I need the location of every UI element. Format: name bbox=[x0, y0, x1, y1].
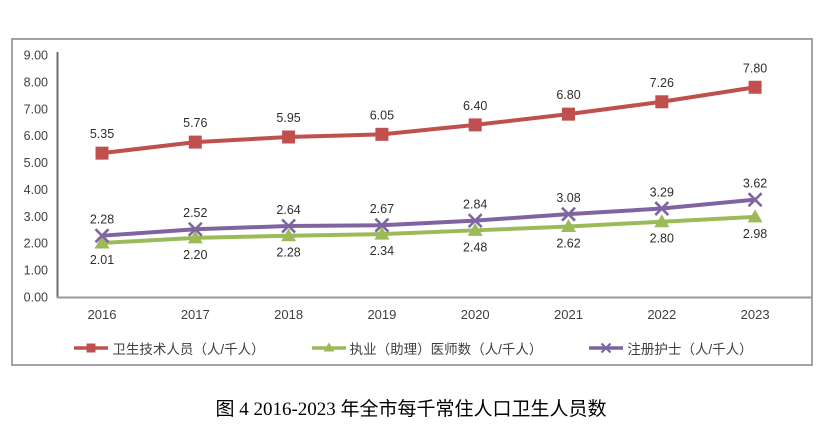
data-label: 5.35 bbox=[90, 127, 114, 141]
series-2: 2.28 2.52 2.64 2.67 2.84 3.08 3.29 3.62 bbox=[90, 177, 767, 244]
x-tick-label: 2020 bbox=[461, 307, 490, 322]
data-label: 2.62 bbox=[556, 237, 580, 251]
y-tick-label: 0.00 bbox=[24, 291, 48, 305]
triangle-series-marker-icon bbox=[311, 342, 346, 352]
x-tick-label: 2022 bbox=[647, 307, 676, 322]
data-label: 2.28 bbox=[90, 213, 114, 227]
data-label: 2.48 bbox=[463, 240, 487, 254]
x-tick-label: 2016 bbox=[88, 307, 117, 322]
data-label: 5.95 bbox=[276, 111, 300, 125]
data-label: 7.26 bbox=[650, 76, 674, 90]
y-tick-label: 3.00 bbox=[24, 210, 48, 224]
data-label: 2.80 bbox=[650, 232, 674, 246]
x-tick-label: 2021 bbox=[554, 307, 583, 322]
legend-label: 执业（助理）医师数（人/千人） bbox=[349, 342, 543, 357]
y-tick-label: 7.00 bbox=[24, 102, 48, 116]
series-1: 2.01 2.20 2.28 2.34 2.48 2.62 2.80 2.98 bbox=[90, 209, 767, 267]
data-label: 2.67 bbox=[370, 202, 394, 216]
x-tick-label: 2019 bbox=[367, 307, 396, 322]
data-label: 6.05 bbox=[370, 108, 394, 122]
legend-label: 注册护士（人/千人） bbox=[627, 342, 753, 357]
data-label: 7.80 bbox=[743, 61, 767, 75]
figure-caption: 图 4 2016-2023 年全市每千常住人口卫生人员数 bbox=[215, 399, 607, 420]
square-series-marker-icon bbox=[74, 343, 109, 353]
data-label: 2.84 bbox=[463, 198, 487, 212]
series-line bbox=[101, 197, 756, 238]
y-tick-label: 4.00 bbox=[24, 183, 48, 197]
chart-legend: 卫生技术人员（人/千人） 执业（助理）医师数（人/千人） 注册护士（人/千人） bbox=[13, 336, 813, 360]
data-label: 2.20 bbox=[183, 248, 207, 262]
legend-item-licensed-physicians: 执业（助理）医师数（人/千人） bbox=[311, 338, 543, 358]
data-label: 2.64 bbox=[276, 203, 300, 217]
series-line bbox=[101, 85, 756, 156]
data-label: 2.34 bbox=[370, 244, 394, 258]
data-label: 3.08 bbox=[556, 191, 580, 205]
x-tick-label: 2018 bbox=[274, 307, 303, 322]
y-tick-label: 6.00 bbox=[24, 129, 48, 143]
data-label: 2.52 bbox=[183, 206, 207, 220]
legend-item-registered-nurses: 注册护士（人/千人） bbox=[588, 338, 753, 358]
y-tick-label: 2.00 bbox=[24, 237, 48, 251]
line-chart: 0.00 1.00 2.00 3.00 4.00 5.00 6.00 7.00 8.00 9.00… bbox=[24, 48, 812, 322]
data-label: 5.76 bbox=[183, 116, 207, 130]
data-label: 6.40 bbox=[463, 99, 487, 113]
data-label: 3.62 bbox=[743, 177, 767, 191]
x-tick-label: 2023 bbox=[741, 307, 770, 322]
data-label: 2.98 bbox=[743, 227, 767, 241]
y-tick-label: 8.00 bbox=[24, 75, 48, 89]
data-label: 2.28 bbox=[276, 246, 300, 260]
data-label: 6.80 bbox=[556, 88, 580, 102]
x-tick-label: 2017 bbox=[181, 307, 210, 322]
data-label: 3.29 bbox=[650, 186, 674, 200]
y-tick-label: 5.00 bbox=[24, 156, 48, 170]
series-line bbox=[101, 214, 756, 245]
y-tick-label: 9.00 bbox=[24, 48, 48, 62]
chart-frame bbox=[11, 38, 813, 366]
x-series-marker-icon bbox=[589, 342, 624, 354]
y-tick-label: 1.00 bbox=[24, 264, 48, 278]
legend-label: 卫生技术人员（人/千人） bbox=[112, 342, 265, 357]
data-label: 2.01 bbox=[90, 253, 114, 267]
legend-item-health-technicians: 卫生技术人员（人/千人） bbox=[73, 338, 265, 358]
series-0: 5.35 5.76 5.95 6.05 6.40 6.80 7.26 7.80 bbox=[90, 61, 767, 160]
